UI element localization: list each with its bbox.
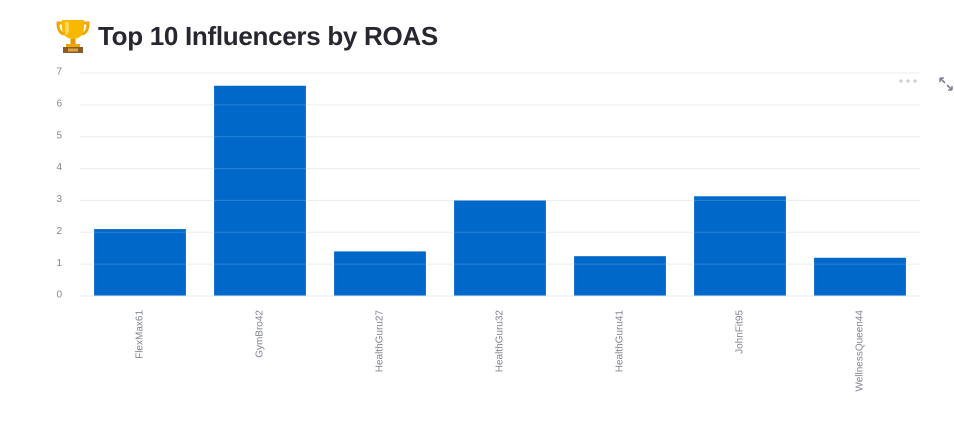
- bar[interactable]: [454, 200, 546, 296]
- fullscreen-expand-icon[interactable]: [938, 76, 954, 92]
- page-title: Top 10 Influencers by ROAS: [98, 20, 438, 51]
- y-tick-label: 3: [56, 194, 62, 205]
- bar[interactable]: [574, 256, 666, 296]
- trophy-icon: [56, 20, 90, 53]
- grid-overlay: [80, 72, 920, 297]
- x-tick-label: FlexMax61: [135, 310, 146, 359]
- x-tick-label: WellnessQueen44: [855, 310, 866, 392]
- y-tick-label: 6: [56, 98, 62, 109]
- bar[interactable]: [94, 229, 186, 296]
- bar[interactable]: [214, 85, 306, 296]
- y-tick-label: 0: [56, 290, 62, 301]
- y-tick-label: 4: [56, 162, 62, 173]
- chart-header: Top 10 Influencers by ROAS: [56, 18, 438, 54]
- x-tick-label: GymBro42: [255, 310, 266, 358]
- x-axis-ticks: FlexMax61 GymBro42 HealthGuru27 HealthGuru3…: [135, 310, 866, 392]
- bar[interactable]: [694, 196, 786, 296]
- x-tick-label: JohnFit95: [735, 310, 746, 354]
- y-tick-label: 2: [56, 226, 62, 237]
- bars: [94, 85, 906, 296]
- more-options-icon[interactable]: [897, 76, 919, 86]
- x-tick-label: HealthGuru27: [375, 310, 386, 373]
- y-axis-ticks: 0 1 2 3 4 5 6 7: [56, 67, 62, 301]
- y-tick-label: 1: [56, 258, 62, 269]
- y-tick-label: 7: [56, 67, 62, 78]
- bar[interactable]: [814, 257, 906, 296]
- bar[interactable]: [334, 251, 426, 296]
- y-tick-label: 5: [56, 130, 62, 141]
- x-tick-label: HealthGuru32: [495, 310, 506, 373]
- x-tick-label: HealthGuru41: [615, 310, 626, 373]
